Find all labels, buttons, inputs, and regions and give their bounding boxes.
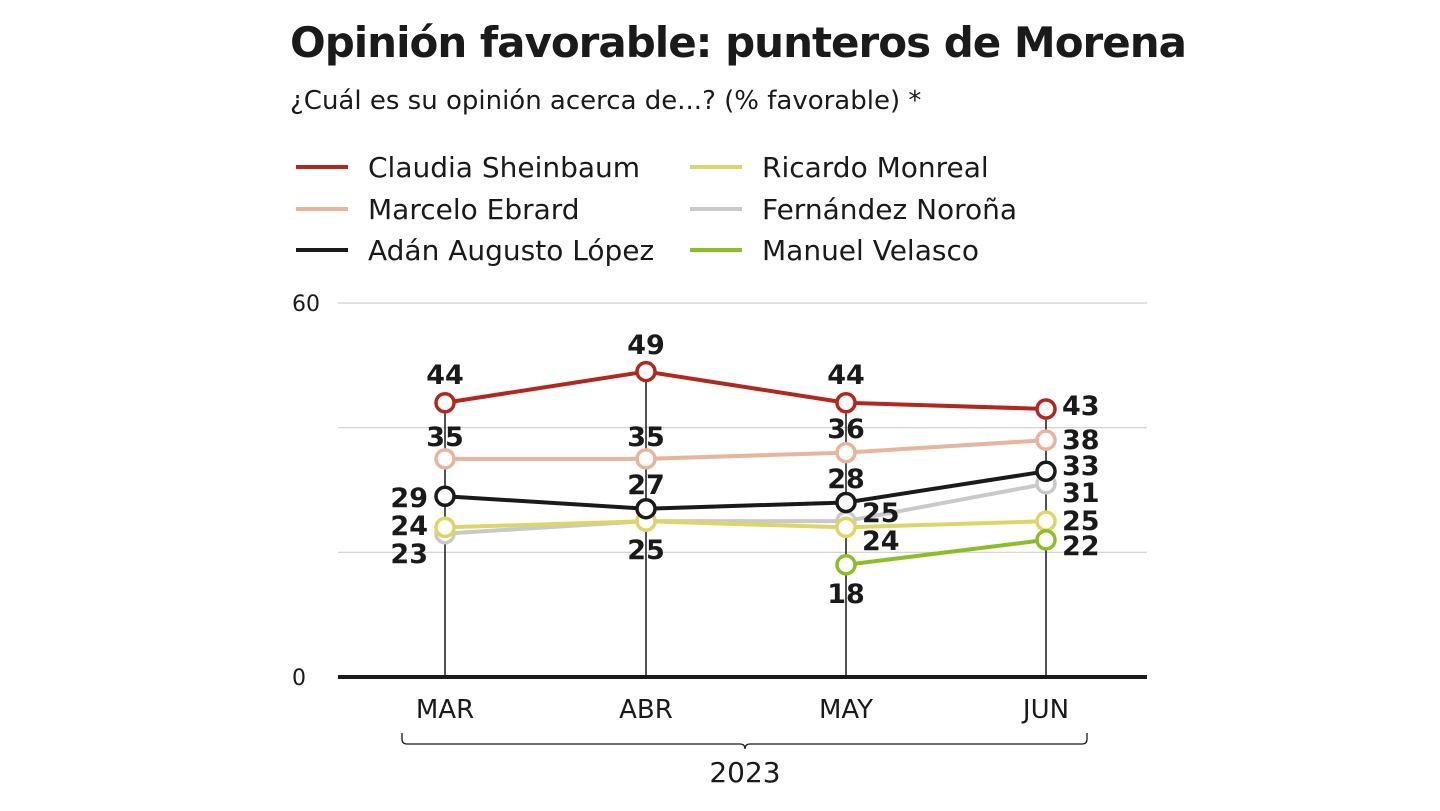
x-tick-label: MAY <box>819 695 873 725</box>
chart-title: Opinión favorable: punteros de Morena <box>290 18 1187 67</box>
x-tick-label: JUN <box>1021 695 1069 725</box>
legend-label: Fernández Noroña <box>762 193 1017 226</box>
data-point <box>835 391 857 414</box>
series-line <box>444 481 1047 536</box>
value-label: 24 <box>390 511 428 542</box>
data-point <box>1035 429 1057 451</box>
value-label: 22 <box>1062 531 1100 562</box>
value-label: 24 <box>862 526 900 557</box>
value-label: 38 <box>1062 425 1100 456</box>
legend-item: Adán Augusto López <box>296 234 654 267</box>
data-point <box>835 441 857 464</box>
data-point <box>1035 398 1057 420</box>
legend-label: Marcelo Ebrard <box>368 193 580 226</box>
data-point <box>1035 510 1057 532</box>
y-tick-label: 0 <box>292 666 306 691</box>
value-label: 31 <box>1062 478 1100 509</box>
legend-label: Ricardo Monreal <box>762 151 989 184</box>
value-label: 44 <box>426 360 464 391</box>
data-point <box>434 391 456 414</box>
value-label: 18 <box>827 579 865 610</box>
year-bracket <box>401 733 1088 750</box>
value-label: 35 <box>627 422 665 453</box>
legend-item: Manuel Velasco <box>690 234 979 267</box>
value-label: 44 <box>827 360 865 391</box>
data-point <box>1035 529 1057 551</box>
data-point <box>835 491 857 514</box>
legend-item: Fernández Noroña <box>690 193 1017 226</box>
x-tick-label: ABR <box>619 695 673 725</box>
legend-label: Adán Augusto López <box>368 234 654 267</box>
legend-item: Marcelo Ebrard <box>296 193 580 226</box>
legend-item: Claudia Sheinbaum <box>296 151 640 184</box>
y-tick-label: 60 <box>292 292 320 317</box>
value-label: 29 <box>390 483 428 514</box>
value-label: 33 <box>1062 451 1100 482</box>
grid <box>338 302 1147 553</box>
series-line <box>444 519 1047 530</box>
year-label: 2023 <box>709 756 780 789</box>
data-point <box>835 554 857 576</box>
value-label: 28 <box>827 464 865 495</box>
y-axis: 0 60 <box>292 292 320 691</box>
value-label: 27 <box>627 470 665 501</box>
series-line <box>445 438 1047 461</box>
value-label: 25 <box>862 498 900 529</box>
legend-label: Claudia Sheinbaum <box>368 151 640 184</box>
data-point <box>835 516 857 539</box>
data-point <box>434 448 456 470</box>
series-line <box>444 469 1047 511</box>
data-point <box>1035 460 1057 483</box>
x-axis: MAR ABR MAY JUN 2023 <box>338 371 1147 789</box>
chart-subtitle: ¿Cuál es su opinión acerca de...? (% fav… <box>290 86 922 116</box>
legend-item: Ricardo Monreal <box>690 151 989 184</box>
data-point <box>434 485 456 507</box>
value-label: 36 <box>827 414 865 445</box>
series-line <box>845 537 1047 567</box>
data-point <box>635 360 657 383</box>
value-label: 49 <box>627 330 665 361</box>
value-label: 25 <box>1062 506 1100 537</box>
data-point <box>434 516 456 539</box>
series-line <box>444 369 1047 411</box>
series-lines <box>444 369 1047 567</box>
data-point <box>635 448 657 470</box>
legend: Claudia Sheinbaum Marcelo Ebrard Adán Augu… <box>296 151 1017 267</box>
series-points <box>434 360 1057 576</box>
value-label: 23 <box>390 539 428 570</box>
legend-label: Manuel Velasco <box>762 234 979 267</box>
data-point <box>635 497 657 520</box>
value-label: 35 <box>426 422 464 453</box>
value-label: 43 <box>1062 391 1100 422</box>
x-tick-label: MAR <box>416 695 474 725</box>
value-label: 25 <box>627 535 665 566</box>
